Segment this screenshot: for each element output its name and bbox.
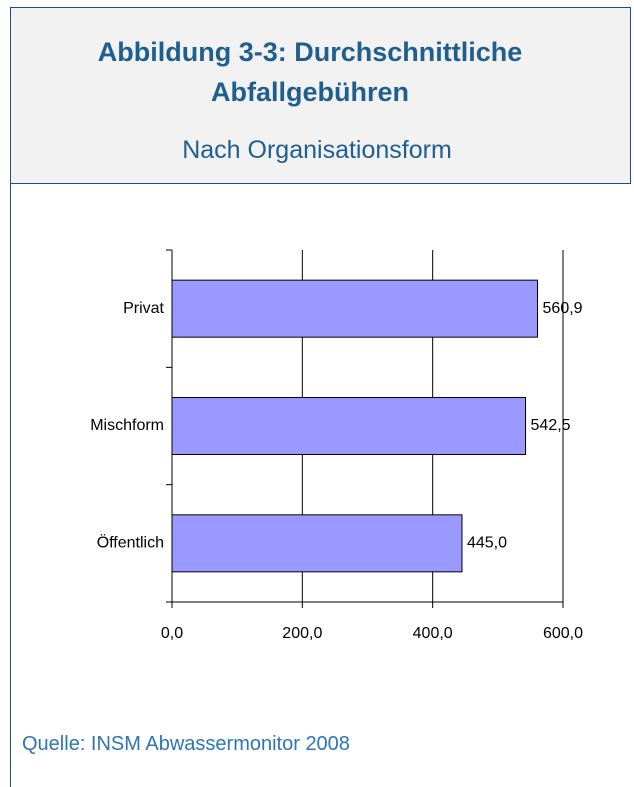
source-note: Quelle: INSM Abwassermonitor 2008 xyxy=(22,733,350,755)
bar xyxy=(171,279,539,338)
x-tick-label: 200,0 xyxy=(282,625,322,642)
chart-title: Abbildung 3-3: Durchschnittliche Abfallg… xyxy=(97,37,523,107)
x-tick-label: 400,0 xyxy=(413,625,453,642)
x-tick-label: 0,0 xyxy=(161,625,183,642)
data-label: 445,0 xyxy=(467,535,507,552)
data-label: 542,5 xyxy=(531,417,571,434)
data-label: 560,9 xyxy=(543,300,583,317)
bar xyxy=(171,397,527,455)
y-tick-label: Privat xyxy=(123,300,164,317)
header xyxy=(10,7,631,184)
bar xyxy=(171,514,463,573)
chart-subtitle: Nach Organisationsform xyxy=(182,136,452,164)
y-tick-label: Öffentlich xyxy=(97,534,164,552)
y-tick-label: Mischform xyxy=(90,417,164,434)
border xyxy=(10,184,11,787)
x-tick-label: 600,0 xyxy=(543,625,583,642)
